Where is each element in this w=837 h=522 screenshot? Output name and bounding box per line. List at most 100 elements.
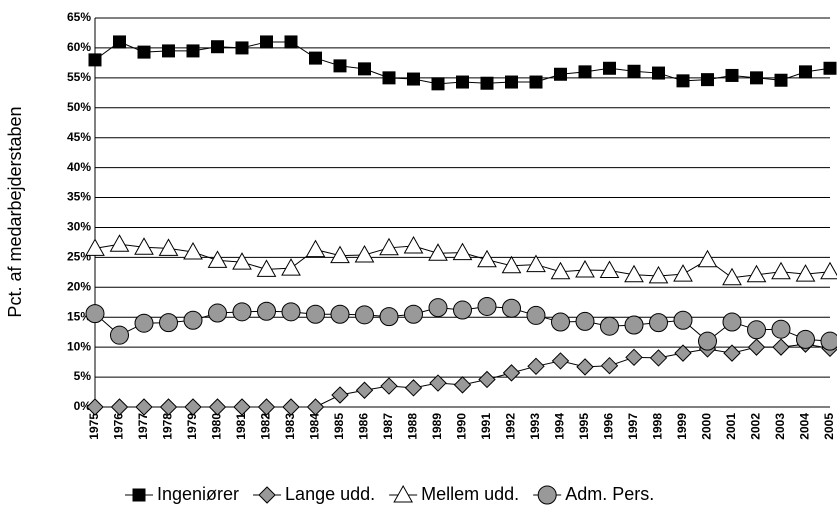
marker <box>750 71 763 85</box>
marker <box>306 304 325 324</box>
marker <box>477 296 497 316</box>
marker <box>673 310 693 330</box>
marker <box>774 73 788 87</box>
marker <box>624 264 644 283</box>
marker <box>282 398 300 416</box>
y-tick-label: 10% <box>67 339 91 353</box>
x-tick-label: 1989 <box>430 413 444 440</box>
marker <box>820 261 837 280</box>
marker <box>529 75 543 89</box>
x-tick-label: 1990 <box>455 413 469 440</box>
x-tick-label: 1993 <box>528 413 542 440</box>
x-tick-label: 1998 <box>651 413 665 440</box>
marker <box>233 398 251 416</box>
marker <box>600 356 619 375</box>
marker <box>330 304 350 324</box>
legend-label: Ingeniører <box>157 484 239 504</box>
marker <box>404 304 423 324</box>
marker <box>772 338 790 356</box>
marker <box>354 244 375 263</box>
marker <box>331 386 349 404</box>
marker <box>281 258 301 276</box>
marker <box>698 331 717 351</box>
marker <box>527 357 545 376</box>
marker <box>453 376 472 394</box>
legend-label: Lange udd. <box>285 484 375 504</box>
marker <box>551 352 570 370</box>
marker <box>747 320 766 340</box>
x-tick-label: 1976 <box>112 413 126 440</box>
marker <box>159 313 178 333</box>
y-tick-label: 0% <box>74 399 92 413</box>
marker <box>134 313 154 333</box>
x-tick-label: 1992 <box>504 413 518 440</box>
marker <box>624 315 644 335</box>
marker <box>232 252 252 270</box>
x-tick-label: 2004 <box>798 413 812 440</box>
x-tick-label: 2005 <box>822 413 836 440</box>
marker <box>183 241 203 260</box>
legend-label: Mellem udd. <box>421 484 519 504</box>
marker <box>258 486 276 504</box>
legend-label: Adm. Pers. <box>565 484 654 504</box>
x-tick-label: 1984 <box>308 413 322 440</box>
marker <box>379 307 399 327</box>
marker <box>576 358 594 376</box>
marker <box>599 260 620 279</box>
marker <box>537 485 557 505</box>
marker <box>648 265 669 284</box>
marker <box>502 364 521 382</box>
x-tick-label: 1997 <box>626 413 640 440</box>
x-tick-label: 1995 <box>577 413 591 440</box>
marker <box>551 312 570 332</box>
y-tick-label: 35% <box>67 190 91 204</box>
marker <box>453 300 472 320</box>
marker <box>208 398 227 416</box>
x-tick-label: 1986 <box>357 413 371 440</box>
marker <box>627 64 641 78</box>
marker <box>184 398 202 416</box>
marker <box>795 264 816 282</box>
x-tick-label: 1985 <box>332 413 346 440</box>
marker <box>135 398 153 416</box>
marker <box>429 374 447 392</box>
marker <box>652 66 665 80</box>
marker <box>110 398 129 416</box>
y-tick-label: 25% <box>67 250 91 264</box>
marker <box>771 261 791 280</box>
marker <box>676 74 690 88</box>
marker <box>723 344 741 362</box>
x-tick-label: 1981 <box>234 413 248 440</box>
y-tick-label: 15% <box>67 309 91 323</box>
marker <box>355 381 374 399</box>
marker <box>502 298 521 318</box>
y-tick-label: 65% <box>67 10 91 24</box>
marker <box>183 310 203 330</box>
x-tick-label: 1978 <box>161 413 175 440</box>
marker <box>134 237 154 255</box>
y-tick-label: 60% <box>67 40 91 54</box>
x-tick-label: 1982 <box>259 413 273 440</box>
y-axis-label: Pct. af medarbejderstaben <box>5 106 25 317</box>
marker <box>501 255 522 274</box>
x-tick-label: 2002 <box>749 413 763 440</box>
marker <box>407 72 420 86</box>
marker <box>796 329 815 349</box>
x-tick-label: 1980 <box>210 413 224 440</box>
marker <box>113 35 126 49</box>
marker <box>382 71 396 85</box>
marker <box>162 44 175 58</box>
marker <box>333 59 347 73</box>
marker <box>358 62 371 76</box>
marker <box>456 75 469 89</box>
marker <box>603 61 616 75</box>
marker <box>722 312 742 332</box>
marker <box>575 259 595 278</box>
marker <box>820 331 837 351</box>
marker <box>625 348 643 367</box>
marker <box>309 51 322 65</box>
y-tick-label: 50% <box>67 100 91 114</box>
marker <box>235 41 249 55</box>
marker <box>747 338 766 356</box>
marker <box>158 238 179 256</box>
